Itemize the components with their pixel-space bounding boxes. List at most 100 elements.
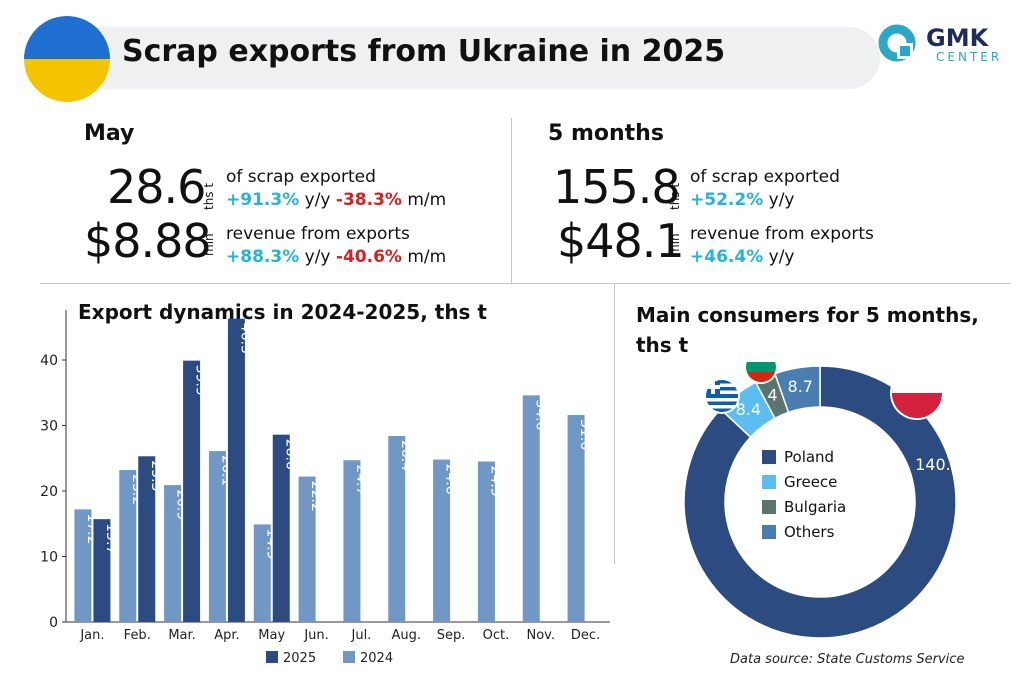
bar-2024 xyxy=(522,395,540,622)
donut-slice-others xyxy=(773,365,821,414)
x-tick-label: Jan. xyxy=(79,628,104,643)
bar-value-label: 28.6 xyxy=(282,439,298,470)
y-tick-label: 0 xyxy=(49,615,58,631)
bar-2024 xyxy=(119,470,137,622)
x-tick-label: Mar. xyxy=(168,628,195,643)
bar-2024 xyxy=(74,509,92,622)
gmk-logo-icon xyxy=(878,24,916,62)
five-months-volume-value: 155.8 xyxy=(553,160,681,214)
five-months-volume-yy-suffix: y/y xyxy=(768,190,795,210)
legend-label-2024: 2024 xyxy=(360,651,393,666)
five-months-volume-change: +52.2% y/y xyxy=(690,190,795,210)
may-heading: May xyxy=(84,121,135,146)
donut-legend-item: Greece xyxy=(762,473,846,491)
x-tick-label: Jun. xyxy=(303,628,328,643)
five-months-revenue-value: $48.1 xyxy=(557,214,685,268)
legend-label-2025: 2025 xyxy=(283,651,316,666)
donut-legend-label: Poland xyxy=(784,448,835,466)
donut-value-label: 4 xyxy=(767,385,777,404)
bar-2024 xyxy=(298,476,316,622)
x-tick-label: Dec. xyxy=(571,628,600,643)
five-months-revenue-label: revenue from exports xyxy=(690,224,874,244)
donut-slice-poland xyxy=(683,365,957,639)
bar-value-label: 25.3 xyxy=(148,460,164,491)
page-title: Scrap exports from Ukraine in 2025 xyxy=(122,34,726,69)
bar-2025 xyxy=(138,456,156,622)
vertical-divider xyxy=(511,118,512,283)
x-tick-label: Feb. xyxy=(124,628,151,643)
donut-legend-label: Greece xyxy=(784,473,838,491)
may-volume-mm: -38.3% xyxy=(335,190,402,210)
legend-swatch-2025 xyxy=(266,651,278,663)
bar-2025 xyxy=(227,318,245,622)
five-months-revenue-yy: +46.4% xyxy=(690,247,764,267)
donut-value-label: 8.7 xyxy=(788,377,813,396)
bar-value-label: 31.6 xyxy=(577,419,593,450)
may-revenue-yy-suffix: y/y xyxy=(304,247,331,267)
bar-2025 xyxy=(93,519,111,622)
donut-legend-swatch xyxy=(762,475,776,489)
donut-legend-label: Bulgaria xyxy=(784,498,847,516)
bar-value-label: 24.8 xyxy=(443,464,459,495)
y-tick-label: 10 xyxy=(40,550,58,566)
bar-2025 xyxy=(183,360,201,622)
bar-value-label: 39.9 xyxy=(193,365,209,396)
donut-legend-label: Others xyxy=(784,523,835,541)
five-months-revenue-yy-suffix: y/y xyxy=(768,247,795,267)
five-months-heading: 5 months xyxy=(548,121,664,146)
may-revenue-unit: mln xyxy=(202,233,216,256)
may-revenue-mm: -40.6% xyxy=(335,247,402,267)
logo-text: GMK xyxy=(926,24,989,52)
five-months-volume-yy: +52.2% xyxy=(690,190,764,210)
bar-value-label: 24.7 xyxy=(353,464,369,495)
x-tick-label: Jul. xyxy=(351,628,372,643)
bar-2024 xyxy=(208,451,226,622)
may-volume-label: of scrap exported xyxy=(226,167,376,187)
donut-value-label: 8.4 xyxy=(736,400,761,419)
donut-legend-swatch xyxy=(762,450,776,464)
bar-chart-title: Export dynamics in 2024-2025, ths t xyxy=(78,300,487,324)
logo-subtext: CENTER xyxy=(936,50,1003,64)
bar-2024 xyxy=(388,435,406,622)
title-bar xyxy=(60,27,880,89)
may-revenue-label: revenue from exports xyxy=(226,224,410,244)
x-tick-label: Aug. xyxy=(391,628,421,643)
bar-value-label: 15.7 xyxy=(103,523,119,554)
bar-value-label: 22.2 xyxy=(308,481,324,512)
horizontal-divider xyxy=(40,283,1010,284)
may-volume-mm-suffix: m/m xyxy=(407,190,447,210)
donut-legend-item: Others xyxy=(762,523,846,541)
may-revenue-yy: +88.3% xyxy=(226,247,300,267)
donut-value-label: 140.7 xyxy=(915,455,961,474)
five-months-revenue-change: +46.4% y/y xyxy=(690,247,795,267)
gmk-center-logo: GMK CENTER xyxy=(878,24,1008,68)
bar-2025 xyxy=(272,434,290,622)
bar-2024 xyxy=(343,460,361,622)
five-months-volume-label: of scrap exported xyxy=(690,167,840,187)
bulgaria-flag-icon xyxy=(746,352,776,382)
data-source: Data source: State Customs Service xyxy=(730,652,965,667)
five-months-revenue-unit: mln xyxy=(668,233,682,256)
bar-2024 xyxy=(433,459,451,622)
bar-value-label: 24.5 xyxy=(487,466,503,497)
poland-flag-icon xyxy=(892,368,942,418)
bar-2024 xyxy=(567,415,585,622)
may-volume-value: 28.6 xyxy=(107,160,206,214)
may-volume-unit: ths t xyxy=(202,182,216,210)
bar-value-label: 46.3 xyxy=(237,323,253,354)
may-revenue-mm-suffix: m/m xyxy=(407,247,447,267)
x-tick-label: May xyxy=(258,628,285,643)
x-tick-label: Sep. xyxy=(437,628,466,643)
y-tick-label: 40 xyxy=(40,353,58,369)
donut-chart-title: Main consumers for 5 months, ths t xyxy=(636,303,979,357)
donut-legend-item: Poland xyxy=(762,448,846,466)
may-volume-yy-suffix: y/y xyxy=(304,190,331,210)
bar-2024 xyxy=(164,485,182,622)
x-tick-label: Nov. xyxy=(527,628,556,643)
bar-value-label: 34.6 xyxy=(532,399,548,430)
may-revenue-change: +88.3% y/y -40.6% m/m xyxy=(226,247,446,267)
x-tick-label: Apr. xyxy=(214,628,239,643)
bar-2024 xyxy=(253,524,271,622)
x-tick-label: Oct. xyxy=(483,628,510,643)
